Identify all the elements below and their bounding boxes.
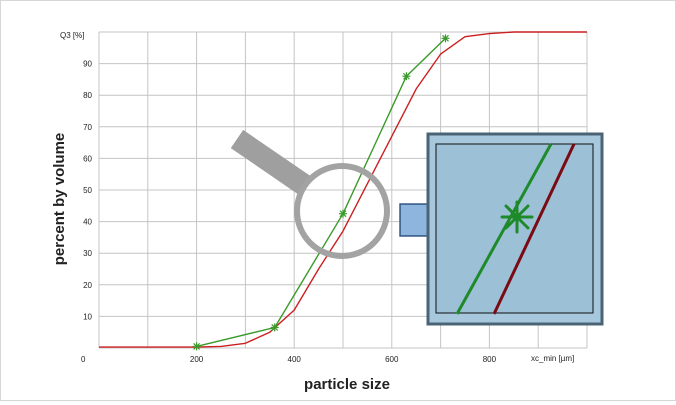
y-axis-title: percent by volume [51,133,68,266]
data-point-asterisk [270,323,279,332]
y-tick-label: 90 [83,60,92,69]
series-line-1 [99,31,587,348]
inset-asterisk-icon [500,200,534,234]
x-axis-name: xc_min [µm] [531,354,574,363]
origin-label: 0 [81,355,86,364]
y-tick-label: 60 [83,154,92,163]
y-tick-label: 50 [83,186,92,195]
y-tick-label: 10 [83,312,92,321]
x-tick-label: 400 [288,355,302,364]
y-tick-label: 80 [83,91,92,100]
y-tick-label: 40 [83,218,92,227]
inset-red-line [492,143,576,315]
x-axis-title: particle size [304,376,390,393]
inset-green-line [455,143,553,315]
x-tick-label: 600 [385,355,399,364]
series-layer [99,31,587,351]
data-point-asterisk [402,72,411,81]
series-line-2 [196,37,446,348]
y-axis-name: Q3 [%] [60,31,84,40]
y-tick-labels: 10 20 30 40 50 60 70 80 90 [83,60,92,322]
y-tick-label: 20 [83,281,92,290]
x-tick-label: 800 [483,355,497,364]
data-point-asterisk [339,209,347,218]
y-tick-label: 30 [83,249,92,258]
zoom-inset [426,132,604,326]
data-point-asterisk [192,342,201,351]
data-point-asterisk [441,34,450,43]
magnifier-icon [230,129,390,259]
x-tick-label: 200 [190,355,204,364]
x-tick-labels: 200 400 600 800 [190,355,497,364]
y-tick-label: 70 [83,123,92,132]
